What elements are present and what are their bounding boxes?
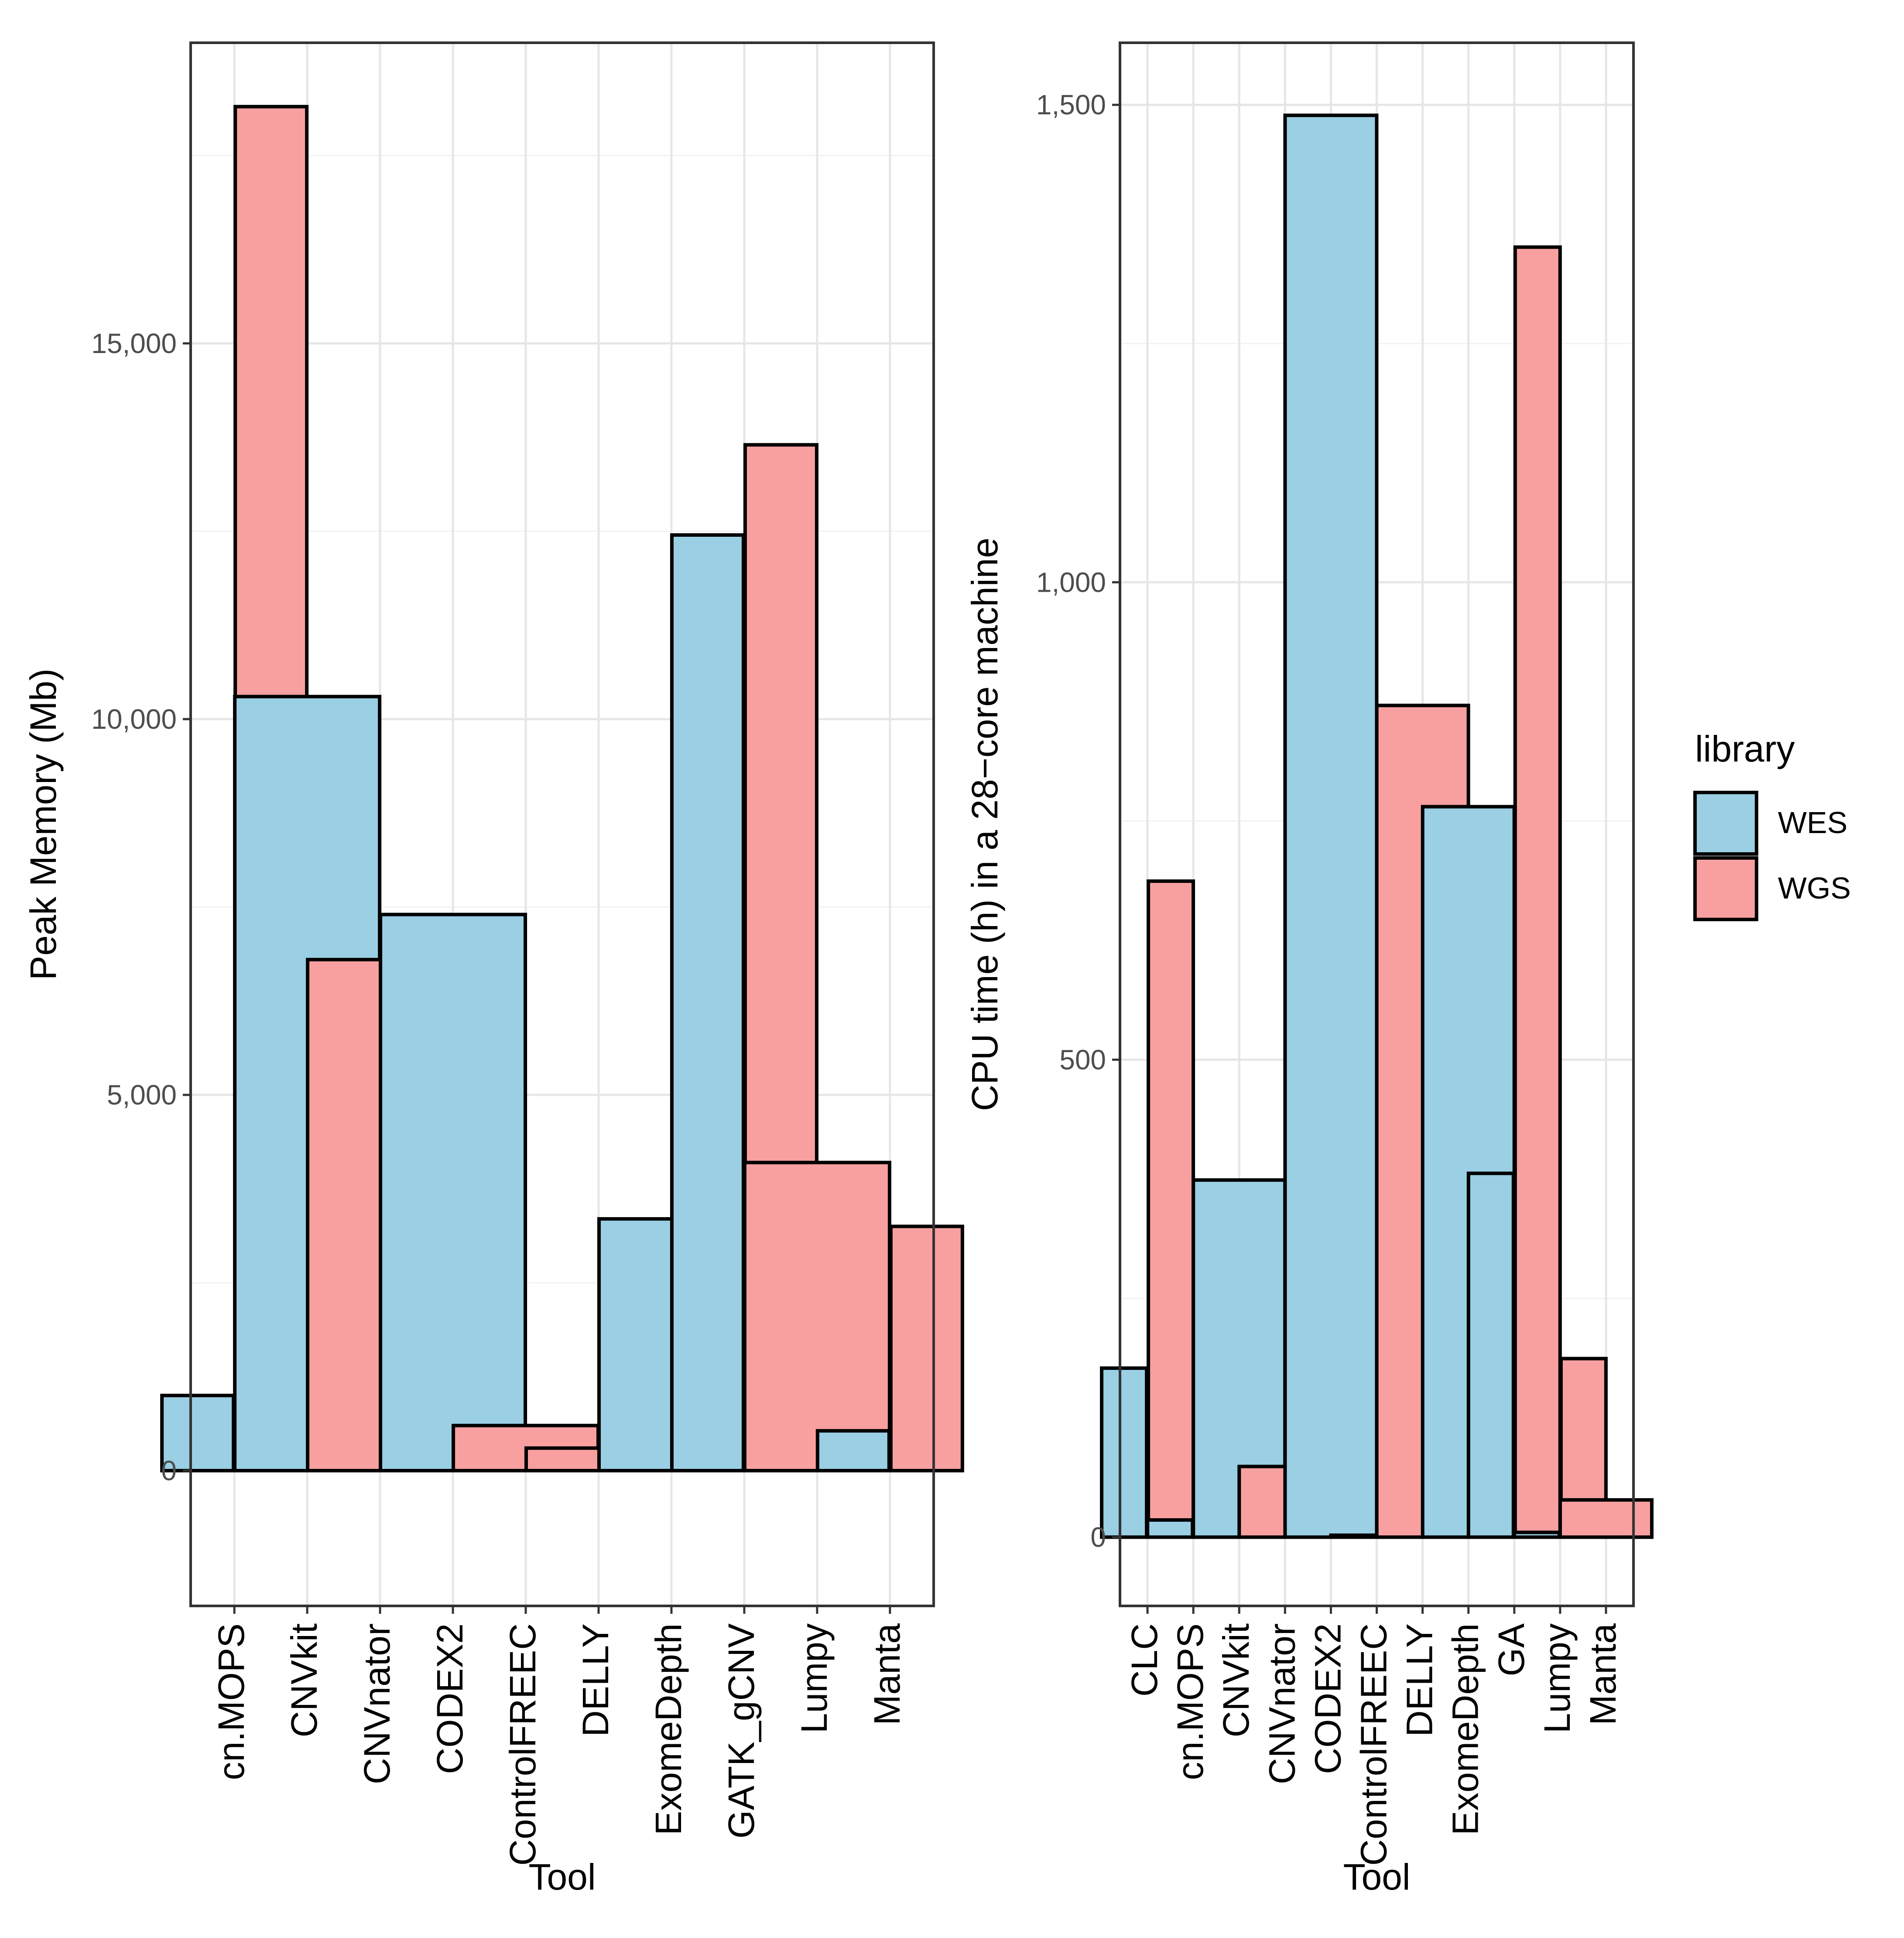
x-tick-label: CLC: [1124, 1623, 1165, 1697]
bar-manta-wgs: [1558, 1498, 1654, 1539]
y-axis-title: Peak Memory (Mb): [23, 669, 64, 980]
x-tick-label: cn.MOPS: [211, 1623, 252, 1780]
legend-label-wes: WES: [1778, 806, 1847, 840]
x-tick-label: Manta: [866, 1623, 907, 1725]
bar-lumpy-wes: [1512, 1530, 1561, 1539]
bar-manta-wes: [815, 1429, 891, 1473]
x-tick-label: ControlFREEC: [1353, 1623, 1394, 1866]
x-tick-label: DELLY: [1399, 1623, 1440, 1737]
y-tick-label: 5,000: [107, 1079, 177, 1111]
x-tick-label: cn.MOPS: [1170, 1623, 1211, 1780]
x-tick-label: GA: [1491, 1623, 1532, 1676]
bar-cn-mops-wes: [160, 1393, 236, 1473]
x-tick-label: ControlFREEC: [502, 1623, 543, 1866]
bar-clc-wgs: [1147, 879, 1195, 1539]
x-tick-label: CNVnator: [1261, 1623, 1302, 1784]
x-axis-title: Tool: [528, 1856, 596, 1897]
legend-title: library: [1695, 728, 1795, 769]
bar-ga-wgs: [1513, 245, 1562, 1539]
x-tick-label: DELLY: [575, 1623, 616, 1737]
x-tick-label: CNVnator: [356, 1623, 397, 1784]
bar-manta-wgs: [889, 1225, 964, 1473]
bar-clc-wes: [1100, 1366, 1149, 1539]
legend-label-wgs: WGS: [1778, 871, 1851, 905]
x-tick-label: CODEX2: [429, 1623, 470, 1774]
y-tick-label: 1,000: [1036, 566, 1106, 598]
bar-group: [160, 105, 964, 1473]
x-tick-label: Lumpy: [794, 1623, 835, 1733]
axes: 0 5,000 10,000 15,000 cn.MOPS CNVkit CNVnator C…: [91, 41, 935, 1866]
bar-gatk-gcnv-wes: [670, 533, 745, 1473]
x-tick-label: CNVkit: [284, 1623, 325, 1737]
legend: library WES WGS: [1693, 728, 1851, 921]
bar-lumpy-wgs: [743, 1160, 891, 1473]
y-axis-title: CPU time (h) in a 28−core machine: [964, 538, 1005, 1111]
bar-codex2-wes: [379, 912, 527, 1473]
legend-key-wgs: [1693, 856, 1758, 921]
x-axis-title: Tool: [1343, 1856, 1410, 1897]
y-tick-label: 15,000: [91, 328, 177, 359]
y-tick-label: 0: [161, 1455, 177, 1486]
legend-key-wes: [1693, 791, 1758, 856]
y-tick-label: 10,000: [91, 703, 177, 735]
x-tick-label: GATK_gCNV: [721, 1623, 762, 1839]
peak-memory-chart: 0 5,000 10,000 15,000 cn.MOPS CNVkit CNVnator C…: [23, 41, 964, 1897]
axes: 0 500 1,000 1,500 CLC cn.MOPS CNVkit CNVnator CO…: [1036, 41, 1635, 1866]
cpu-time-chart: 0 500 1,000 1,500 CLC cn.MOPS CNVkit CNVnator CO…: [964, 41, 1654, 1897]
y-tick-label: 0: [1090, 1521, 1106, 1553]
bar-codex2-wes: [1283, 113, 1379, 1539]
x-tick-label: ExomeDepth: [1445, 1623, 1486, 1835]
x-tick-label: Lumpy: [1537, 1623, 1578, 1733]
y-tick-label: 500: [1059, 1044, 1106, 1075]
panel-border: [189, 41, 935, 1607]
y-tick-label: 1,500: [1036, 89, 1106, 120]
bar-cn-mops-wes: [1146, 1518, 1195, 1539]
bar-group: [1100, 113, 1654, 1539]
x-tick-label: CODEX2: [1307, 1623, 1348, 1774]
x-tick-label: CNVkit: [1216, 1623, 1257, 1737]
x-tick-label: Manta: [1582, 1623, 1623, 1725]
bar-ga-wes: [1466, 1171, 1515, 1539]
x-tick-label: ExomeDepth: [648, 1623, 689, 1835]
